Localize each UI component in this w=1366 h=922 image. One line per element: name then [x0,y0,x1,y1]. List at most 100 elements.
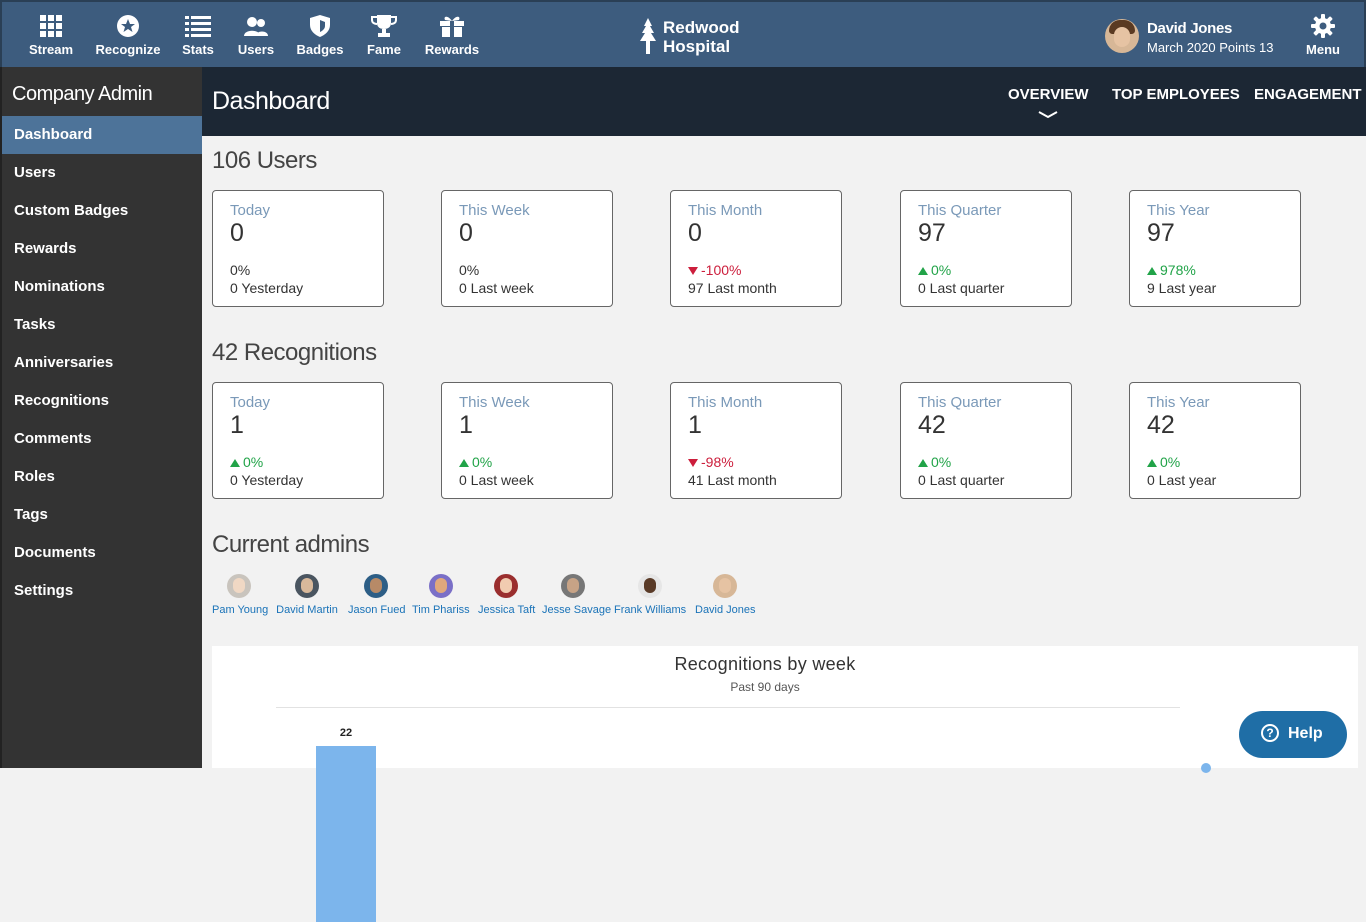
avatar [428,574,453,598]
card-period: This Week [459,394,530,411]
card-change: 0% [230,262,251,278]
nav-label: Stats [182,42,214,57]
admin-name: David Jones [695,604,756,616]
recognitions-card-month: This Month 1 -98% 41 Last month [670,382,842,499]
card-previous: 0 Last quarter [918,472,1005,488]
shield-icon [310,15,330,37]
admin-frank-williams[interactable]: Frank Williams [614,574,686,616]
card-previous: 0 Last quarter [918,280,1005,296]
admin-name: Jesse Savage [542,604,612,616]
recognitions-card-year: This Year 42 0% 0 Last year [1129,382,1301,499]
chart-data-label: 22 [339,727,353,739]
users-section-title: 106 Users [212,147,317,174]
nav-stats[interactable]: Stats [158,14,238,57]
nav-label: Stream [28,42,74,57]
recognitions-card-quarter: This Quarter 42 0% 0 Last quarter [900,382,1072,499]
avatar [713,574,737,598]
sidebar-item-comments[interactable]: Comments [14,430,92,447]
nav-recognize[interactable]: Recognize [88,14,168,57]
sidebar-item-dashboard[interactable]: Dashboard [2,116,202,154]
nav-label: Fame [367,42,401,57]
admin-name: Jason Fued [348,604,406,616]
list-icon [185,16,211,37]
sidebar-item-tasks[interactable]: Tasks [14,316,56,333]
chart-bar[interactable] [316,746,376,922]
card-period: This Quarter [918,394,1002,411]
card-value: 0 [230,219,244,247]
chart-subtitle: Past 90 days [730,680,800,694]
sidebar-item-recognitions[interactable]: Recognitions [14,392,110,409]
card-period: This Month [688,202,763,219]
user-avatar[interactable] [1105,19,1139,53]
admin-jessica-taft[interactable]: Jessica Taft [478,574,535,616]
sidebar-item-tags[interactable]: Tags [14,506,48,523]
card-change: -100% [688,262,741,278]
trend-up-icon [918,459,928,467]
star-badge-icon [117,15,139,37]
menu-button[interactable]: Menu [1299,14,1347,57]
admins-section-title: Current admins [212,531,370,558]
sidebar-item-settings[interactable]: Settings [14,582,74,599]
admin-david-martin[interactable]: David Martin [275,574,339,616]
sidebar-item-anniversaries[interactable]: Anniversaries [14,354,114,371]
card-previous: 0 Yesterday [230,472,304,488]
admin-name: David Martin [276,604,338,616]
admin-name: Pam Young [212,604,269,616]
admin-jason-fued[interactable]: Jason Fued [348,574,406,616]
nav-badges[interactable]: Badges [280,14,360,57]
nav-label: Badges [296,42,344,57]
sidebar-item-documents[interactable]: Documents [14,544,96,561]
card-previous: 9 Last year [1147,280,1217,296]
gift-icon [440,16,464,37]
card-period: This Year [1147,202,1210,219]
nav-label: Users [237,42,275,57]
admin-pam-young[interactable]: Pam Young [212,574,269,616]
admin-david-jones[interactable]: David Jones [695,574,756,616]
recognitions-card-week: This Week 1 0% 0 Last week [441,382,613,499]
sidebar-item-nominations[interactable]: Nominations [14,278,105,295]
sidebar-title: Company Admin [12,83,153,105]
help-button[interactable]: ? Help [1239,711,1347,758]
card-period: Today [230,394,271,411]
card-change: 0% [230,454,263,470]
user-name[interactable]: David Jones [1147,20,1233,37]
sidebar-item-custom-badges[interactable]: Custom Badges [14,202,129,219]
nav-rewards[interactable]: Rewards [412,14,492,57]
card-previous: 41 Last month [688,472,777,488]
sidebar-item-roles[interactable]: Roles [14,468,55,485]
admin-tim-phariss[interactable]: Tim Phariss [412,574,470,616]
help-label: Help [1288,725,1323,742]
logo-line2: Hospital [663,37,731,56]
sidebar-item-users[interactable]: Users [14,164,56,181]
nav-users[interactable]: Users [216,14,296,57]
tab-engagement[interactable]: ENGAGEMENT [1254,86,1362,103]
admin-name: Frank Williams [614,604,687,616]
card-change: 0% [918,454,951,470]
chart-title: Recognitions by week [674,654,856,674]
trend-up-icon [459,459,469,467]
card-value: 97 [918,219,946,247]
card-value: 1 [459,411,473,439]
page-title: Dashboard [212,87,330,115]
nav-stream[interactable]: Stream [11,14,91,57]
trophy-icon [371,15,397,37]
page-header: Dashboard OVERVIEW TOP EMPLOYEES ENGAGEM… [202,67,1366,136]
users-card-today: Today 0 0% 0 Yesterday [212,190,384,307]
avatar [227,574,251,598]
trend-up-icon [918,267,928,275]
sidebar-item-rewards[interactable]: Rewards [14,240,77,257]
user-points: March 2020 Points 13 [1147,40,1274,55]
admin-sidebar: Company Admin Dashboard Users Custom Bad… [0,67,202,768]
card-previous: 97 Last month [688,280,777,296]
grid-icon [40,15,62,37]
avatar [295,574,319,598]
admin-jesse-savage[interactable]: Jesse Savage [542,574,612,616]
recognitions-card-today: Today 1 0% 0 Yesterday [212,382,384,499]
card-value: 42 [1147,411,1175,439]
users-card-year: This Year 97 978% 9 Last year [1129,190,1301,307]
tab-overview[interactable]: OVERVIEW [1008,86,1089,103]
card-value: 0 [459,219,473,247]
tab-top-employees[interactable]: TOP EMPLOYEES [1112,86,1240,103]
card-change: 978% [1147,262,1196,278]
nav-fame[interactable]: Fame [344,14,424,57]
